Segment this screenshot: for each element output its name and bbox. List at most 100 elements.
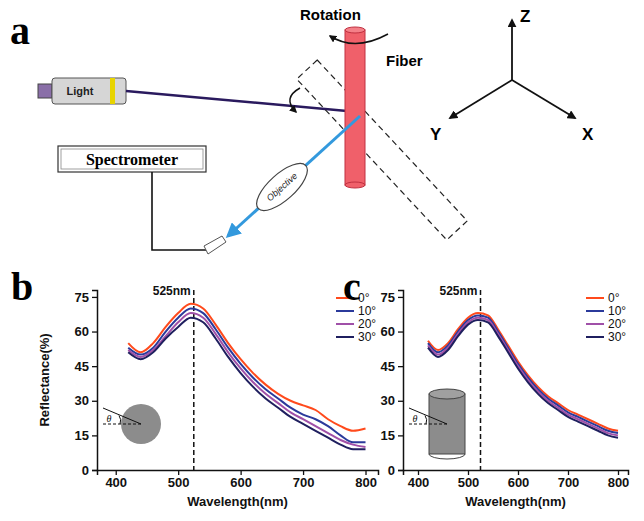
light-band bbox=[110, 78, 115, 104]
tick-label: 30 bbox=[381, 393, 395, 408]
inset: θ bbox=[409, 389, 465, 459]
fiber bbox=[345, 30, 365, 185]
chart-panel: 400 500 600 700 800 0 15 30 45 60 75 Wavelength(nm)… bbox=[11, 264, 379, 509]
legend-label: 0° bbox=[608, 291, 620, 305]
legend-label: 30° bbox=[358, 330, 376, 344]
inset-angle-arc bbox=[425, 416, 427, 425]
tick-label: 600 bbox=[508, 475, 530, 490]
tick: 45 bbox=[75, 359, 97, 374]
legend-label: 10° bbox=[608, 304, 626, 318]
light-label: Light bbox=[67, 85, 94, 97]
tick-mark bbox=[92, 331, 97, 332]
tick: 400 bbox=[105, 470, 127, 490]
inset-angle-arc bbox=[119, 416, 121, 425]
legend-label: 20° bbox=[358, 317, 376, 331]
tick-label: 800 bbox=[608, 475, 630, 490]
plot-area bbox=[128, 290, 365, 470]
tick-label: 75 bbox=[381, 290, 395, 305]
tick: 500 bbox=[458, 470, 480, 490]
axis-x bbox=[512, 80, 575, 118]
rotation-arrow bbox=[330, 34, 388, 44]
axis-x-label: X bbox=[582, 125, 594, 144]
legend-swatch bbox=[336, 323, 354, 325]
probe bbox=[204, 236, 226, 254]
y-axis-title: Reflectance(%) bbox=[37, 333, 52, 426]
tick: 800 bbox=[355, 470, 377, 490]
y-axis: 0 15 30 45 60 75 bbox=[75, 290, 98, 478]
tick-mark bbox=[398, 297, 403, 298]
tick: 600 bbox=[230, 470, 252, 490]
legend-swatch bbox=[336, 310, 354, 312]
objective-label: Objective bbox=[265, 171, 300, 204]
legend: 0°10°20°30° bbox=[586, 291, 626, 344]
tick: 15 bbox=[381, 428, 403, 443]
tick-mark bbox=[398, 470, 403, 471]
tick-mark bbox=[92, 366, 97, 367]
tick-label: 700 bbox=[293, 475, 315, 490]
tick: 800 bbox=[608, 470, 630, 490]
tick-mark bbox=[92, 470, 97, 471]
tick-mark bbox=[398, 331, 403, 332]
reflected-beam bbox=[228, 116, 360, 236]
x-axis-title: Wavelength(nm) bbox=[465, 494, 566, 509]
inset-cylinder-bottom bbox=[429, 454, 465, 459]
axis-z bbox=[511, 20, 513, 80]
tick: 700 bbox=[558, 470, 580, 490]
cable bbox=[152, 172, 206, 250]
tick-label: 400 bbox=[408, 475, 430, 490]
fiber-top bbox=[345, 27, 365, 33]
y-axis: 0 15 30 45 60 75 bbox=[381, 290, 404, 478]
legend-swatch bbox=[586, 323, 604, 325]
panel-letter: c bbox=[343, 264, 361, 309]
tick: 30 bbox=[381, 393, 403, 408]
tick-mark bbox=[398, 401, 403, 402]
tick-label: 500 bbox=[168, 475, 190, 490]
figure: aLightRotationFiberZXYObjectiveSpectrome… bbox=[0, 0, 644, 521]
inset-angle-label: θ bbox=[107, 413, 112, 424]
spectrometer-inner bbox=[61, 149, 203, 169]
tick: 75 bbox=[381, 290, 403, 305]
objective-lens bbox=[250, 156, 315, 218]
tick: 45 bbox=[381, 359, 403, 374]
spectrometer-label: Spectrometer bbox=[86, 151, 178, 169]
x-axis-title: Wavelength(nm) bbox=[187, 494, 288, 509]
series-line bbox=[128, 318, 365, 450]
inset-angle-label: θ bbox=[413, 413, 418, 424]
inset-ray bbox=[409, 408, 447, 424]
light-body bbox=[52, 78, 126, 104]
tick: 60 bbox=[381, 324, 403, 339]
tick-label: 700 bbox=[558, 475, 580, 490]
tick: 60 bbox=[75, 324, 97, 339]
axis-y bbox=[450, 80, 512, 118]
x-axis: 400 500 600 700 800 bbox=[404, 470, 630, 490]
tick-label: 800 bbox=[355, 475, 377, 490]
tick-label: 60 bbox=[75, 324, 89, 339]
reference-label: 525nm bbox=[153, 284, 191, 298]
legend-swatch bbox=[586, 297, 604, 299]
inset-cylinder-top bbox=[429, 389, 465, 399]
tick-label: 500 bbox=[458, 475, 480, 490]
diagram: aLightRotationFiberZXYObjectiveSpectrome… bbox=[10, 6, 594, 254]
series-line bbox=[128, 304, 365, 431]
tick: 0 bbox=[388, 463, 403, 478]
incident-beam bbox=[126, 91, 358, 112]
fiber-bottom bbox=[345, 182, 365, 188]
tick-label: 15 bbox=[75, 428, 89, 443]
spectrometer-box bbox=[58, 146, 206, 172]
tick: 600 bbox=[508, 470, 530, 490]
tick-label: 60 bbox=[381, 324, 395, 339]
tick-label: 75 bbox=[75, 290, 89, 305]
tick-mark bbox=[92, 401, 97, 402]
rotation-label: Rotation bbox=[300, 6, 361, 23]
tick-label: 0 bbox=[388, 463, 395, 478]
tick: 500 bbox=[168, 470, 190, 490]
tick: 0 bbox=[82, 463, 97, 478]
tick-mark bbox=[92, 297, 97, 298]
rotation-arrow-small bbox=[290, 88, 300, 112]
tick-label: 15 bbox=[381, 428, 395, 443]
tick-mark bbox=[398, 366, 403, 367]
tick: 30 bbox=[75, 393, 97, 408]
tick-label: 600 bbox=[230, 475, 252, 490]
tick-label: 30 bbox=[75, 393, 89, 408]
tick: 400 bbox=[408, 470, 430, 490]
